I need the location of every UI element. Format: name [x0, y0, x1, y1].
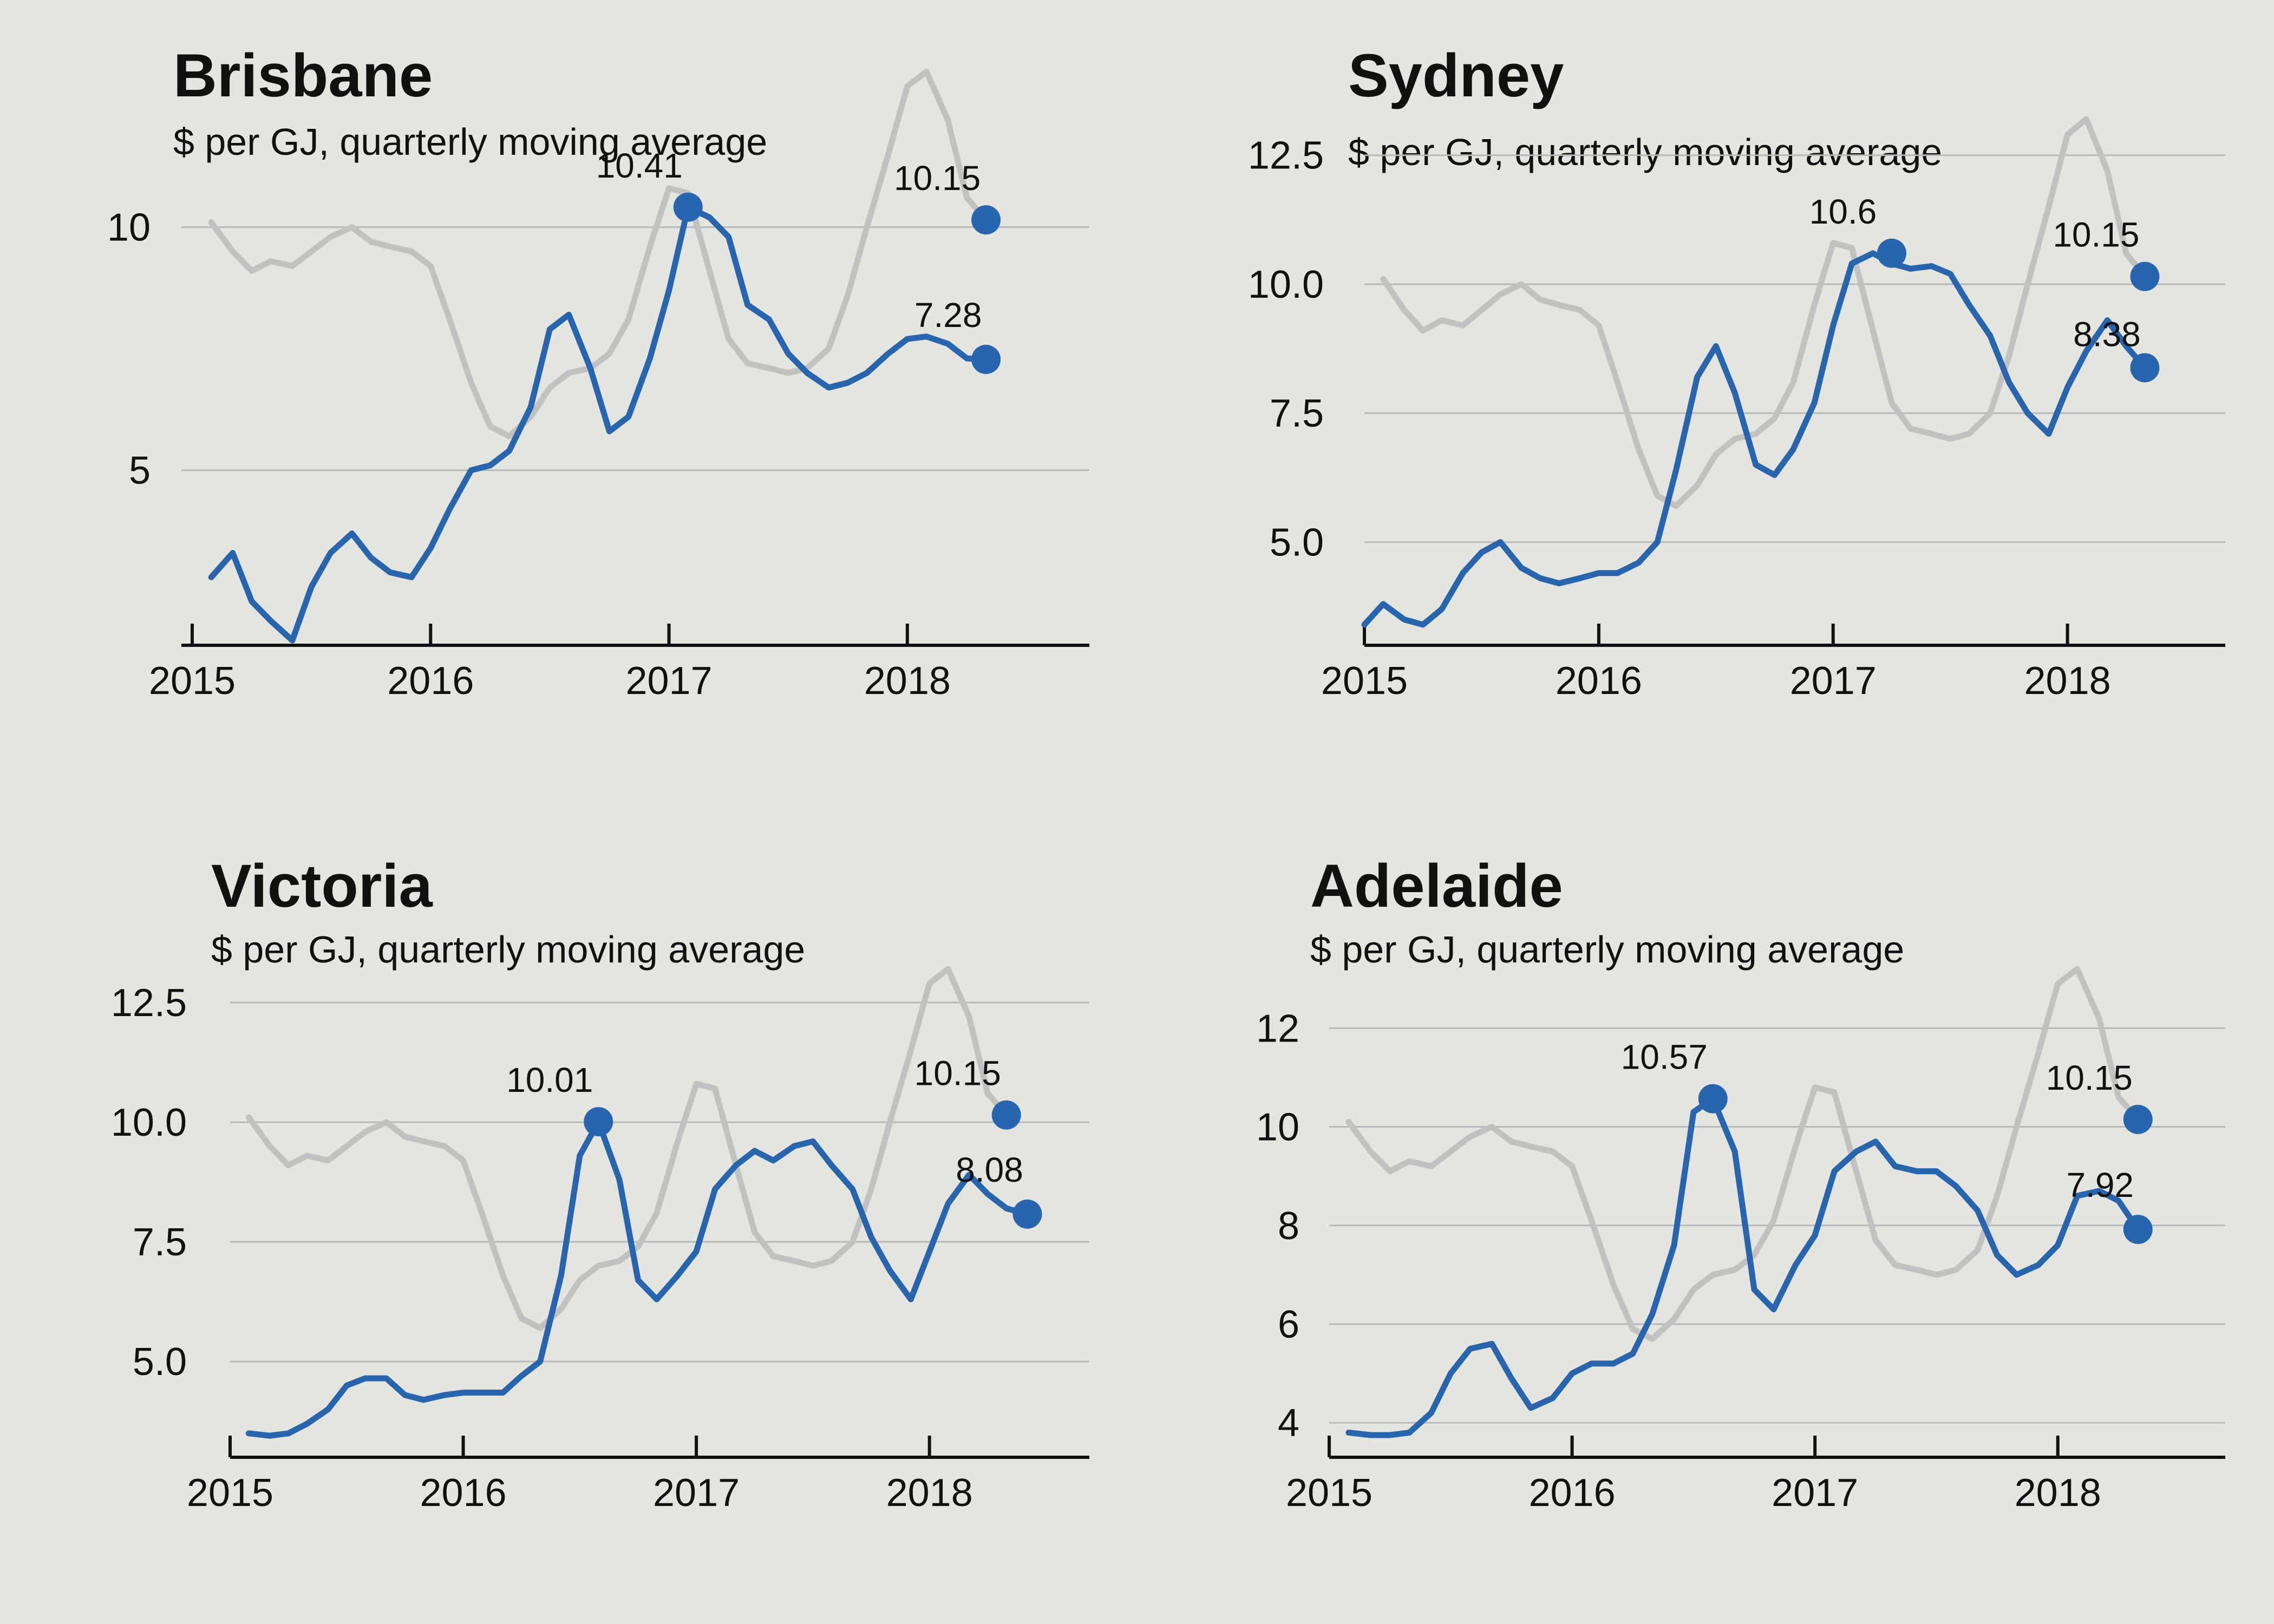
data-label: 10.15: [894, 159, 981, 198]
reference-series-line: [245, 966, 1010, 1331]
chart-brisbane: Brisbane $ per GJ, quarterly moving avera…: [107, 42, 1089, 703]
chart-title: Adelaide: [1310, 852, 1563, 920]
x-tick-label: 2015: [187, 1471, 273, 1515]
data-label: 10.15: [2053, 215, 2139, 254]
x-tick-label: 2017: [653, 1471, 740, 1515]
data-point-marker: [1877, 238, 1906, 268]
x-tick-label: 2018: [2024, 659, 2110, 703]
x-tick-label: 2017: [1772, 1471, 1858, 1515]
data-point-marker: [2130, 261, 2160, 291]
data-label: 10.57: [1621, 1038, 1708, 1077]
chart-subtitle: $ per GJ, quarterly moving average: [211, 928, 805, 971]
reference-series-line: [1345, 966, 2141, 1342]
chart-subtitle: $ per GJ, quarterly moving average: [1310, 928, 1904, 971]
data-point-marker: [1698, 1084, 1728, 1114]
data-point-marker: [673, 192, 703, 222]
y-tick-label: 6: [1278, 1303, 1299, 1346]
x-tick-label: 2018: [2015, 1471, 2101, 1515]
y-tick-label: 10.0: [1248, 263, 1324, 306]
sydney-series-line: [1361, 250, 2148, 628]
data-point-marker: [1012, 1199, 1042, 1229]
y-tick-label: 5: [129, 449, 151, 493]
data-label: 8.38: [2073, 315, 2141, 353]
x-tick-label: 2018: [864, 659, 951, 703]
brisbane-series-line: [208, 204, 989, 644]
data-point-marker: [991, 1100, 1021, 1130]
y-tick-label: 7.5: [1270, 392, 1324, 435]
data-label: 7.92: [2066, 1165, 2134, 1204]
x-tick-label: 2015: [1286, 1471, 1373, 1515]
y-tick-label: 12.5: [111, 981, 187, 1025]
x-tick-label: 2017: [1790, 659, 1877, 703]
y-tick-label: 5.0: [1270, 521, 1324, 564]
chart-title: Victoria: [211, 852, 433, 920]
reference-series-line: [1380, 116, 2148, 509]
reference-series-line: [208, 68, 989, 440]
x-tick-label: 2016: [1556, 659, 1642, 703]
data-label: 10.15: [914, 1054, 1001, 1093]
data-point-marker: [2130, 353, 2160, 383]
y-tick-label: 10.0: [111, 1101, 187, 1144]
y-tick-label: 5.0: [133, 1340, 187, 1384]
y-tick-label: 4: [1278, 1402, 1299, 1445]
chart-subtitle: $ per GJ, quarterly moving average: [173, 121, 767, 163]
y-tick-label: 12.5: [1248, 134, 1324, 178]
y-tick-label: 7.5: [133, 1221, 187, 1264]
y-tick-label: 10: [107, 206, 151, 250]
x-tick-label: 2016: [420, 1471, 506, 1515]
data-point-marker: [584, 1107, 613, 1137]
y-tick-label: 10: [1256, 1106, 1299, 1149]
y-tick-label: 12: [1256, 1007, 1299, 1050]
data-point-marker: [2123, 1104, 2153, 1134]
data-point-marker: [971, 344, 1001, 374]
x-tick-label: 2016: [387, 659, 474, 703]
x-tick-label: 2015: [149, 659, 236, 703]
victoria-series-line: [245, 1118, 1030, 1439]
chart-subtitle: $ per GJ, quarterly moving average: [1348, 131, 1942, 173]
y-tick-label: 8: [1278, 1204, 1299, 1248]
data-label: 7.28: [914, 296, 982, 335]
adelaide-series-line: [1345, 1096, 2141, 1438]
data-label: 8.08: [956, 1150, 1023, 1189]
data-point-marker: [971, 205, 1001, 235]
chart-sydney: Sydney $ per GJ, quarterly moving average…: [1248, 42, 2225, 703]
x-tick-label: 2015: [1321, 659, 1408, 703]
data-label: 10.6: [1809, 192, 1877, 231]
chart-title: Sydney: [1348, 42, 1564, 109]
chart-victoria: Victoria $ per GJ, quarterly moving avera…: [111, 852, 1089, 1515]
data-label: 10.01: [506, 1060, 593, 1099]
data-label: 10.15: [2046, 1058, 2133, 1097]
chart-title: Brisbane: [173, 42, 433, 109]
data-point-marker: [2123, 1215, 2153, 1245]
x-tick-label: 2018: [886, 1471, 973, 1515]
x-tick-label: 2016: [1528, 1471, 1615, 1515]
chart-adelaide: Adelaide $ per GJ, quarterly moving avera…: [1256, 852, 2225, 1515]
data-label: 10.41: [596, 146, 683, 185]
x-tick-label: 2017: [625, 659, 712, 703]
